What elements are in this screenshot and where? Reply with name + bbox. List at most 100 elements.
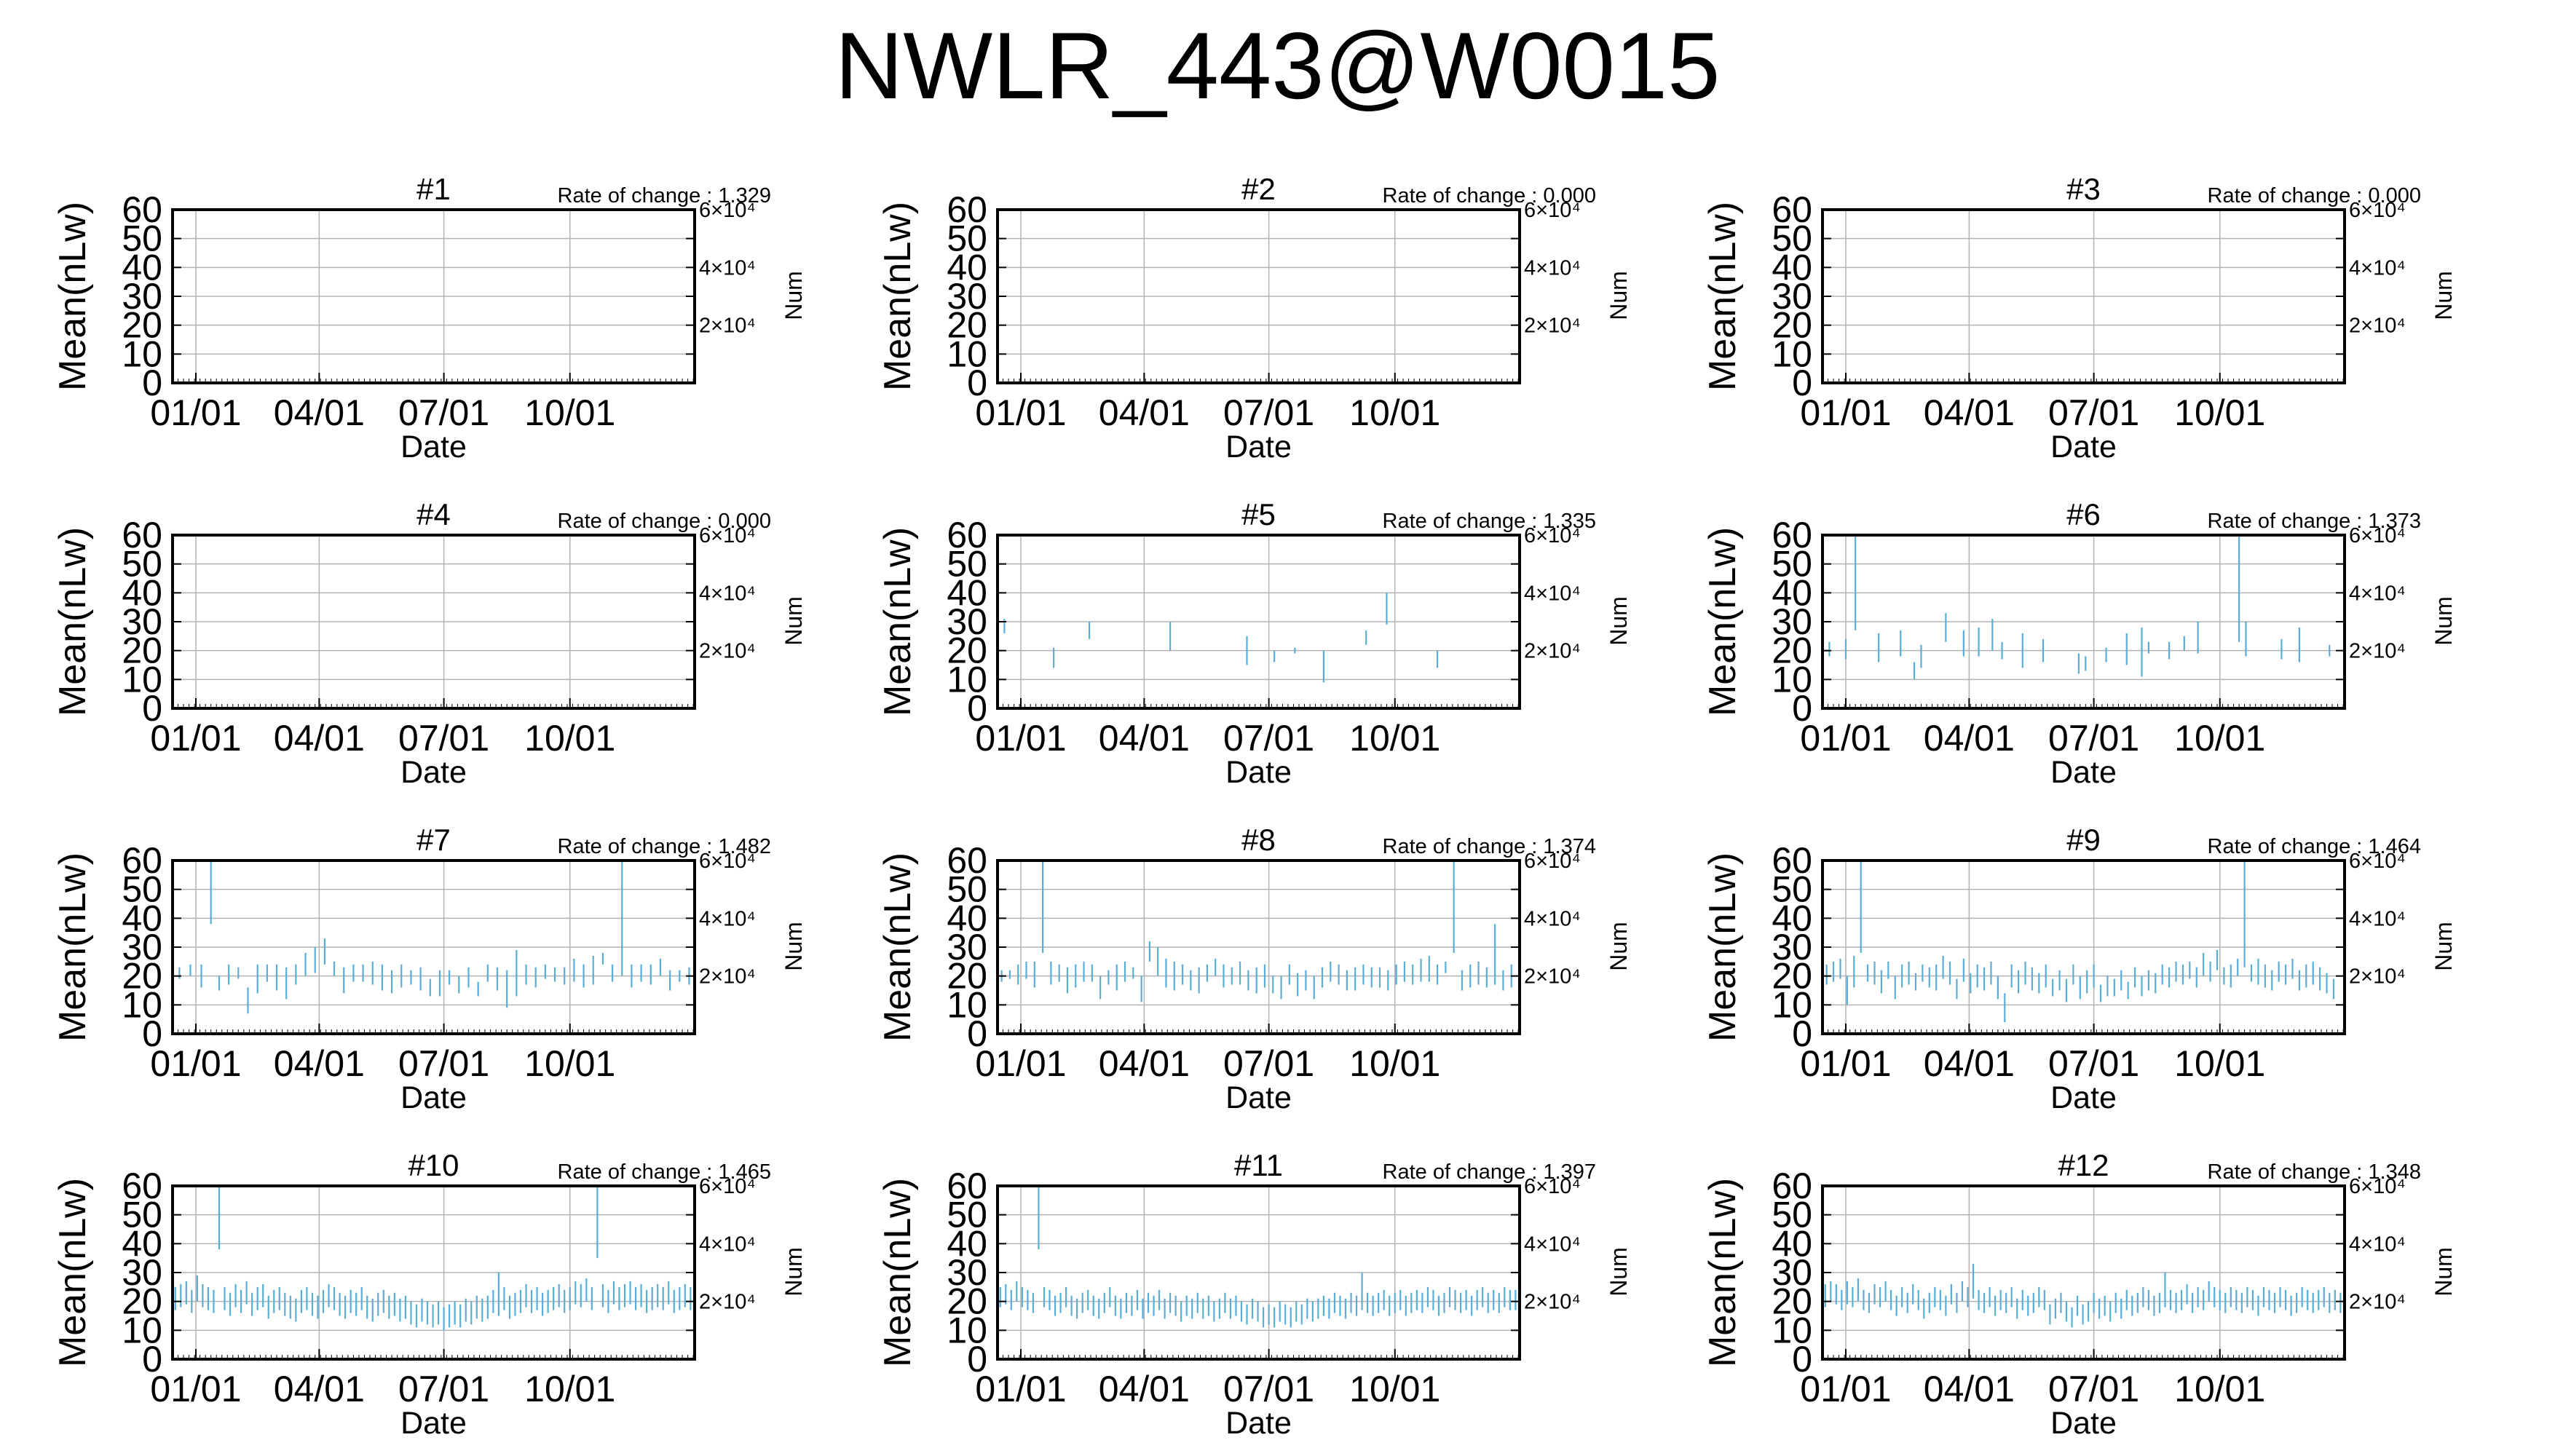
rate-of-change: Rate of change : 1.329 (558, 184, 771, 207)
y-tick-label: 60 (122, 840, 162, 881)
y-tick-label: 10 (122, 333, 162, 374)
y2-tick-label: 4×10⁴ (1524, 907, 1581, 930)
y-tick-label: 0 (142, 688, 162, 729)
y-tick-label: 20 (122, 1281, 162, 1322)
y-tick-label: 60 (1772, 840, 1812, 881)
rate-of-change: Rate of change : 1.374 (1383, 835, 1596, 858)
y2-tick-label: 2×10⁴ (699, 640, 756, 663)
x-tick-label: 01/01 (1800, 718, 1891, 759)
y-tick-label: 30 (122, 927, 162, 968)
y-tick-label: 10 (947, 1310, 987, 1350)
x-tick-label: 07/01 (2048, 718, 2139, 759)
x-tick-label: 10/01 (2174, 1043, 2265, 1084)
x-tick-label: 10/01 (524, 392, 615, 433)
y-tick-label: 0 (142, 363, 162, 403)
x-tick-label: 01/01 (150, 392, 241, 433)
y2-tick-label: 4×10⁴ (2349, 1233, 2406, 1256)
x-tick-label: 04/01 (274, 1043, 365, 1084)
y-tick-label: 30 (1772, 927, 1812, 968)
y-tick-label: 30 (947, 1252, 987, 1293)
x-tick-label: 01/01 (975, 1369, 1066, 1409)
y-tick-label: 50 (122, 869, 162, 910)
y-axis-label: Mean(nLw) (1702, 202, 1744, 391)
x-tick-label: 07/01 (2048, 392, 2139, 433)
y-tick-label: 60 (1772, 189, 1812, 230)
x-tick-label: 10/01 (524, 718, 615, 759)
y-tick-label: 20 (1772, 305, 1812, 346)
y-tick-label: 40 (947, 572, 987, 613)
y-tick-label: 60 (947, 189, 987, 230)
x-tick-label: 04/01 (1924, 392, 2015, 433)
x-tick-label: 07/01 (398, 1369, 489, 1409)
y-tick-label: 10 (947, 984, 987, 1025)
y2-axis-label: Num (2430, 596, 2457, 646)
rate-of-change: Rate of change : 1.373 (2208, 510, 2421, 533)
y-axis-label: Mean(nLw) (1702, 852, 1744, 1042)
x-tick-label: 10/01 (2174, 718, 2265, 759)
y-tick-label: 30 (1772, 276, 1812, 317)
panel-title: #12 (2058, 1148, 2109, 1182)
y2-tick-label: 4×10⁴ (1524, 582, 1581, 605)
y2-tick-label: 2×10⁴ (699, 1291, 756, 1314)
y2-axis-label: Num (781, 922, 807, 971)
x-tick-label: 01/01 (150, 718, 241, 759)
y2-axis-label: Num (781, 271, 807, 320)
y2-tick-label: 6×10⁴ (2349, 850, 2406, 873)
x-tick-label: 07/01 (398, 392, 489, 433)
y-tick-label: 30 (947, 927, 987, 968)
y-tick-label: 60 (122, 189, 162, 230)
x-axis-label: Date (2050, 430, 2117, 464)
panel-title: #6 (2066, 497, 2101, 531)
y-tick-label: 40 (122, 572, 162, 613)
x-tick-label: 10/01 (1349, 1369, 1440, 1409)
y-tick-label: 50 (1772, 1195, 1812, 1235)
y-tick-label: 20 (947, 956, 987, 997)
y-axis-label: Mean(nLw) (1702, 1178, 1744, 1367)
y2-tick-label: 2×10⁴ (1524, 314, 1581, 338)
y2-tick-label: 2×10⁴ (1524, 965, 1581, 989)
y-tick-label: 40 (122, 247, 162, 288)
y2-tick-label: 4×10⁴ (699, 256, 756, 280)
y-tick-label: 30 (122, 276, 162, 317)
x-tick-label: 04/01 (1099, 1043, 1190, 1084)
x-tick-label: 01/01 (1800, 1043, 1891, 1084)
panel-title: #9 (2066, 823, 2101, 857)
x-tick-label: 04/01 (1099, 718, 1190, 759)
x-tick-label: 10/01 (2174, 1369, 2265, 1409)
y-tick-label: 50 (947, 1195, 987, 1235)
rate-of-change: Rate of change : 0.000 (1383, 184, 1596, 207)
y2-axis-label: Num (1606, 1247, 1632, 1297)
x-tick-label: 07/01 (1223, 392, 1314, 433)
y2-axis-label: Num (781, 596, 807, 646)
panel-title: #5 (1241, 497, 1276, 531)
rate-of-change: Rate of change : 0.000 (2208, 184, 2421, 207)
x-axis-label: Date (2050, 1406, 2117, 1441)
y-tick-label: 50 (947, 544, 987, 585)
y-tick-label: 40 (947, 247, 987, 288)
y2-tick-label: 4×10⁴ (699, 907, 756, 930)
y-tick-label: 40 (122, 1223, 162, 1264)
panel-title: #3 (2066, 172, 2101, 206)
x-axis-label: Date (1225, 430, 1292, 464)
x-tick-label: 07/01 (1223, 718, 1314, 759)
y-tick-label: 50 (122, 544, 162, 585)
y-tick-label: 20 (122, 305, 162, 346)
y-tick-label: 50 (947, 869, 987, 910)
y2-axis-label: Num (1606, 922, 1632, 971)
y-tick-label: 10 (947, 333, 987, 374)
y-axis-label: Mean(nLw) (877, 202, 919, 391)
y-axis-label: Mean(nLw) (52, 1178, 94, 1367)
y-tick-label: 0 (967, 363, 987, 403)
y2-tick-label: 6×10⁴ (1524, 1175, 1581, 1198)
x-axis-label: Date (400, 755, 467, 790)
y-tick-label: 60 (1772, 1166, 1812, 1206)
y-tick-label: 50 (122, 1195, 162, 1235)
y-tick-label: 10 (1772, 1310, 1812, 1350)
y2-tick-label: 6×10⁴ (2349, 1175, 2406, 1198)
